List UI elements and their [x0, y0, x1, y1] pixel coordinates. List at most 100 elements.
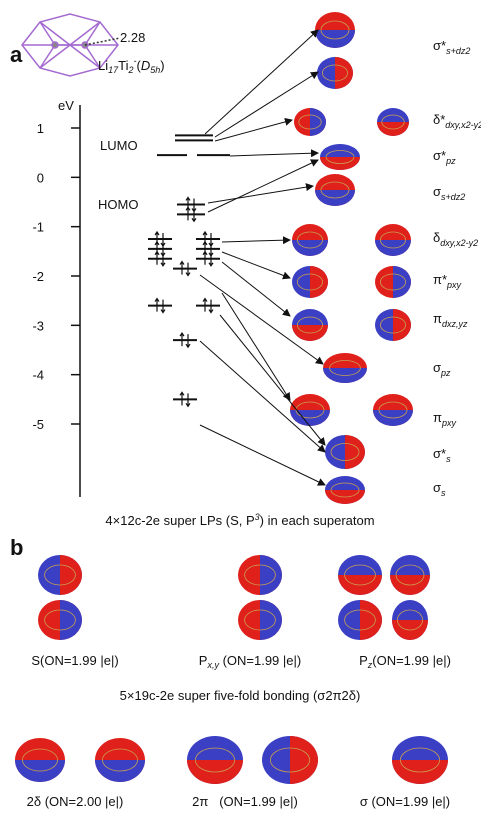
orbital-image [15, 738, 65, 782]
orbital-subscript: pz [445, 156, 456, 166]
orbital-image [294, 108, 326, 136]
cage [381, 114, 405, 130]
orbital-caption: 2δ (ON=2.00 |e|) [27, 794, 124, 809]
cage [378, 401, 408, 419]
cage [330, 482, 360, 498]
cage [395, 564, 425, 586]
orbital-image [95, 738, 145, 782]
orbital-label: σpz [433, 360, 451, 378]
arrow [199, 274, 324, 365]
orbital-image [377, 108, 409, 136]
tick-label: 1 [37, 121, 44, 136]
orbital-symbol: δ* [433, 112, 445, 127]
cage [379, 316, 406, 334]
cage [325, 150, 355, 164]
tick-label: -2 [32, 269, 44, 284]
arrow [214, 117, 293, 142]
cage [298, 114, 322, 130]
orbital-lobe [335, 57, 353, 89]
cage [329, 360, 361, 376]
orbital-image [325, 476, 365, 504]
orbital-symbol: π* [433, 272, 447, 287]
cage [399, 747, 440, 773]
arrow [229, 149, 319, 158]
orbital-subscript: dxz,yz [442, 319, 468, 329]
homo-label: HOMO [98, 197, 138, 212]
orbital-lobe [345, 435, 365, 469]
energy-unit: eV [58, 98, 74, 113]
orbital-image [325, 435, 365, 469]
orbital-subscript: s [441, 488, 446, 498]
orbital-image [290, 394, 330, 426]
orbital-lobe [393, 266, 411, 298]
electron-pair [202, 297, 214, 314]
cage [320, 20, 350, 40]
orbital-symbol: δ [433, 230, 440, 245]
orbital-image [187, 736, 243, 784]
orbital-lobe [360, 600, 382, 640]
orbital-lobe [60, 555, 82, 595]
arrow [207, 183, 314, 204]
cage [269, 747, 310, 773]
tick-label: -5 [32, 417, 44, 432]
orbital-label: πdxz,yz [433, 311, 468, 329]
orbital-lobe [60, 600, 82, 640]
orbital-image [390, 555, 430, 595]
orbital-lobe [393, 309, 411, 341]
lumo-label: LUMO [100, 138, 138, 153]
orbital-label: σ*s+dz2 [433, 38, 470, 56]
orbital-subscript: pz [440, 368, 451, 378]
orbital-symbol: σ* [433, 38, 446, 53]
orbital-lobe [310, 108, 326, 136]
cage [379, 231, 406, 249]
arrow [207, 159, 319, 213]
orbital-image [315, 12, 355, 48]
orbital-image [392, 736, 448, 784]
orbital-caption: S(ON=1.99 |e|) [31, 653, 118, 668]
orbital-caption: 2π (ON=1.99 |e|) [192, 794, 298, 809]
orbital-image [38, 555, 82, 595]
orbital-subscript: s+dz2 [446, 46, 470, 56]
electron-pair [202, 240, 214, 257]
arrow [221, 236, 291, 245]
orbital-label: π*pxy [433, 272, 462, 290]
orbital-image [373, 394, 413, 426]
orbital-image [375, 266, 411, 298]
cage [102, 748, 138, 772]
panel-label: a [10, 42, 23, 67]
arrow [199, 424, 326, 486]
orbital-image [375, 309, 411, 341]
cage [344, 564, 376, 586]
orbital-image [38, 600, 82, 640]
tick-label: -4 [32, 368, 44, 383]
arrow [214, 71, 319, 138]
tick-label: -3 [32, 318, 44, 333]
electron-pair [202, 230, 214, 248]
cage [296, 231, 323, 249]
cage [296, 273, 323, 291]
orbital-symbol: σ* [433, 148, 446, 163]
orbital-label: σs [433, 480, 446, 498]
orbital-symbol: σ [433, 360, 441, 375]
cluster-structure [21, 13, 121, 77]
orbital-lobe [290, 736, 318, 784]
orbital-lobe [260, 555, 282, 595]
cage [296, 316, 323, 334]
cage [295, 401, 325, 419]
formula: Li17Ti2-(D5h) [98, 56, 165, 75]
orbital-caption: Pz(ON=1.99 |e|) [359, 653, 451, 670]
orbital-symbol: σ [433, 480, 441, 495]
cage [321, 64, 348, 82]
orbital-image [262, 736, 318, 784]
orbital-image [320, 144, 360, 170]
cage [244, 609, 276, 631]
orbital-image [392, 600, 428, 640]
electron-pair [185, 206, 197, 223]
orbital-lobe [310, 266, 328, 298]
orbital-subscript: pxy [441, 418, 457, 428]
arrow [221, 261, 291, 317]
orbital-image [315, 174, 355, 206]
orbital-caption: σ (ON=1.99 |e|) [360, 794, 450, 809]
orbital-label: σ*s [433, 446, 451, 464]
arrow [204, 29, 319, 135]
